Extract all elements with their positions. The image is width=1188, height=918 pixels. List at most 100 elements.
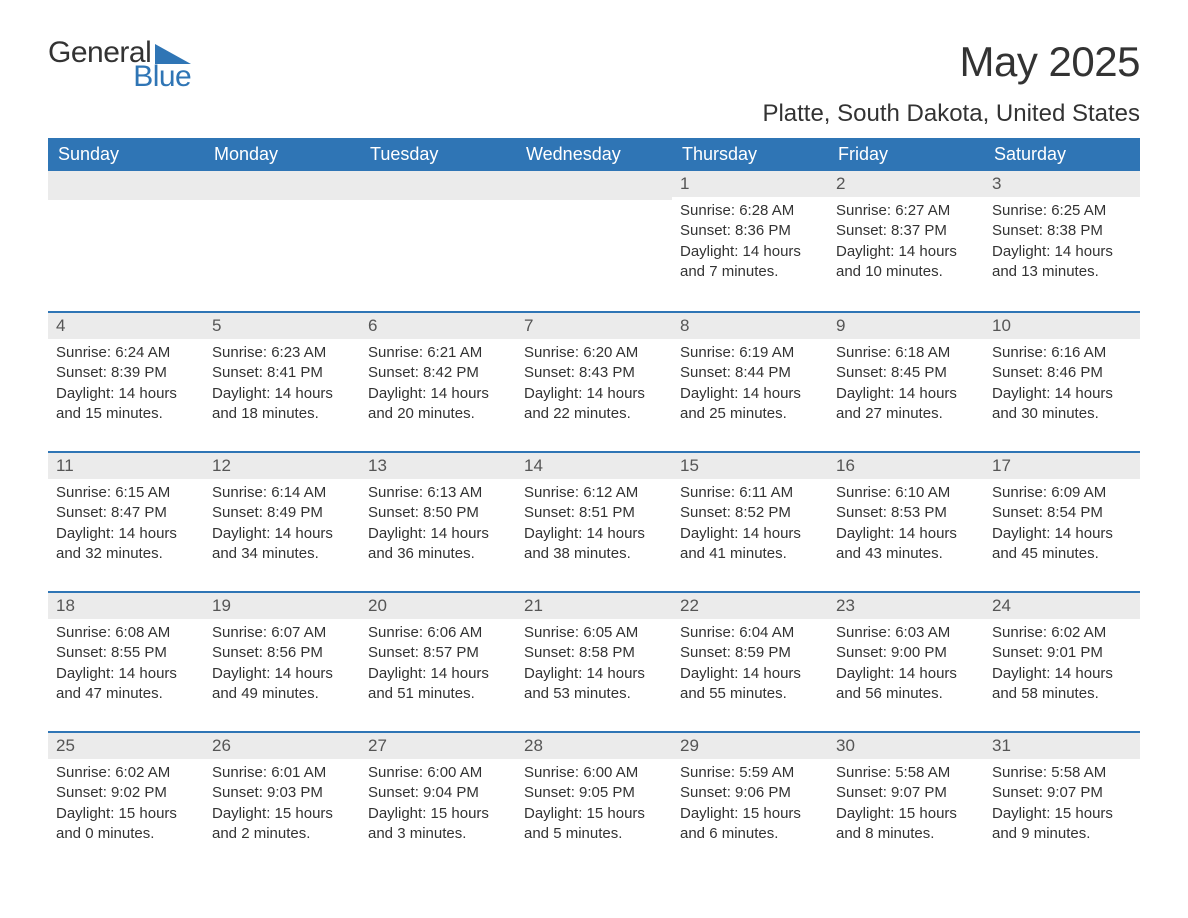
daylight-line: Daylight: 14 hours and 56 minutes. <box>836 664 976 705</box>
sunset-line: Sunset: 8:47 PM <box>56 503 196 523</box>
day-body: Sunrise: 6:02 AMSunset: 9:01 PMDaylight:… <box>984 619 1140 716</box>
day-number: 26 <box>204 733 360 759</box>
daylight-line: Daylight: 14 hours and 38 minutes. <box>524 524 664 565</box>
sunset-line: Sunset: 8:54 PM <box>992 503 1132 523</box>
daylight-line: Daylight: 14 hours and 36 minutes. <box>368 524 508 565</box>
day-body: Sunrise: 6:09 AMSunset: 8:54 PMDaylight:… <box>984 479 1140 576</box>
day-cell: 21 Sunrise: 6:05 AMSunset: 8:58 PMDayligh… <box>516 593 672 731</box>
day-number: 18 <box>48 593 204 619</box>
day-cell <box>360 171 516 311</box>
daylight-line: Daylight: 14 hours and 58 minutes. <box>992 664 1132 705</box>
day-number: 24 <box>984 593 1140 619</box>
sunset-line: Sunset: 8:45 PM <box>836 363 976 383</box>
sunset-line: Sunset: 9:04 PM <box>368 783 508 803</box>
sunrise-line: Sunrise: 6:19 AM <box>680 343 820 363</box>
day-number: 21 <box>516 593 672 619</box>
sunset-line: Sunset: 8:59 PM <box>680 643 820 663</box>
sunrise-line: Sunrise: 6:05 AM <box>524 623 664 643</box>
sunset-line: Sunset: 8:53 PM <box>836 503 976 523</box>
daylight-line: Daylight: 14 hours and 41 minutes. <box>680 524 820 565</box>
day-cell: 13Sunrise: 6:13 AMSunset: 8:50 PMDayligh… <box>360 453 516 591</box>
day-number: 17 <box>984 453 1140 479</box>
sunrise-line: Sunrise: 6:01 AM <box>212 763 352 783</box>
sunset-line: Sunset: 8:42 PM <box>368 363 508 383</box>
day-body: Sunrise: 6:14 AMSunset: 8:49 PMDaylight:… <box>204 479 360 576</box>
sunrise-line: Sunrise: 6:00 AM <box>524 763 664 783</box>
day-number: 20 <box>360 593 516 619</box>
daylight-line: Daylight: 14 hours and 34 minutes. <box>212 524 352 565</box>
day-cell: 6Sunrise: 6:21 AMSunset: 8:42 PMDaylight… <box>360 313 516 451</box>
brand-word-2: Blue <box>106 62 191 92</box>
sunrise-line: Sunrise: 5:58 AM <box>992 763 1132 783</box>
day-body: Sunrise: 6:00 AMSunset: 9:05 PMDaylight:… <box>516 759 672 856</box>
day-body: Sunrise: 6:28 AMSunset: 8:36 PMDaylight:… <box>672 197 828 294</box>
sunrise-line: Sunrise: 6:03 AM <box>836 623 976 643</box>
day-cell <box>204 171 360 311</box>
day-body: Sunrise: 6:16 AMSunset: 8:46 PMDaylight:… <box>984 339 1140 436</box>
day-cell: 22Sunrise: 6:04 AMSunset: 8:59 PMDayligh… <box>672 593 828 731</box>
sunrise-line: Sunrise: 6:21 AM <box>368 343 508 363</box>
daylight-line: Daylight: 14 hours and 15 minutes. <box>56 384 196 425</box>
day-cell: 11Sunrise: 6:15 AMSunset: 8:47 PMDayligh… <box>48 453 204 591</box>
day-cell: 27Sunrise: 6:00 AMSunset: 9:04 PMDayligh… <box>360 733 516 871</box>
sunrise-line: Sunrise: 6:10 AM <box>836 483 976 503</box>
sunrise-line: Sunrise: 6:20 AM <box>524 343 664 363</box>
day-cell <box>48 171 204 311</box>
sunrise-line: Sunrise: 6:27 AM <box>836 201 976 221</box>
day-cell: 14Sunrise: 6:12 AMSunset: 8:51 PMDayligh… <box>516 453 672 591</box>
daylight-line: Daylight: 14 hours and 53 minutes. <box>524 664 664 705</box>
day-cell: 20Sunrise: 6:06 AMSunset: 8:57 PMDayligh… <box>360 593 516 731</box>
title-block: May 2025 Platte, South Dakota, United St… <box>762 38 1140 128</box>
day-body: Sunrise: 6:12 AMSunset: 8:51 PMDaylight:… <box>516 479 672 576</box>
day-body: Sunrise: 6:24 AMSunset: 8:39 PMDaylight:… <box>48 339 204 436</box>
sunrise-line: Sunrise: 6:15 AM <box>56 483 196 503</box>
day-body: Sunrise: 5:58 AMSunset: 9:07 PMDaylight:… <box>984 759 1140 856</box>
sunset-line: Sunset: 8:58 PM <box>524 643 664 663</box>
sunrise-line: Sunrise: 6:00 AM <box>368 763 508 783</box>
calendar: Sunday Monday Tuesday Wednesday Thursday… <box>48 138 1140 871</box>
sunrise-line: Sunrise: 6:18 AM <box>836 343 976 363</box>
sunset-line: Sunset: 8:39 PM <box>56 363 196 383</box>
day-number: 15 <box>672 453 828 479</box>
sunrise-line: Sunrise: 6:28 AM <box>680 201 820 221</box>
empty-day-header <box>360 171 516 200</box>
empty-day-header <box>516 171 672 200</box>
day-number: 28 <box>516 733 672 759</box>
day-body: Sunrise: 6:19 AMSunset: 8:44 PMDaylight:… <box>672 339 828 436</box>
daylight-line: Daylight: 14 hours and 22 minutes. <box>524 384 664 425</box>
sunset-line: Sunset: 9:07 PM <box>836 783 976 803</box>
day-body: Sunrise: 6:20 AMSunset: 8:43 PMDaylight:… <box>516 339 672 436</box>
brand-logo: General Blue <box>48 38 191 92</box>
day-cell: 23Sunrise: 6:03 AMSunset: 9:00 PMDayligh… <box>828 593 984 731</box>
week-row: 25Sunrise: 6:02 AMSunset: 9:02 PMDayligh… <box>48 731 1140 871</box>
week-row: 18Sunrise: 6:08 AMSunset: 8:55 PMDayligh… <box>48 591 1140 731</box>
sunrise-line: Sunrise: 6:23 AM <box>212 343 352 363</box>
sunrise-line: Sunrise: 6:06 AM <box>368 623 508 643</box>
sunset-line: Sunset: 8:44 PM <box>680 363 820 383</box>
daylight-line: Daylight: 15 hours and 9 minutes. <box>992 804 1132 845</box>
sunrise-line: Sunrise: 6:24 AM <box>56 343 196 363</box>
day-cell <box>516 171 672 311</box>
day-number: 8 <box>672 313 828 339</box>
sunrise-line: Sunrise: 6:16 AM <box>992 343 1132 363</box>
sunset-line: Sunset: 8:38 PM <box>992 221 1132 241</box>
daylight-line: Daylight: 15 hours and 3 minutes. <box>368 804 508 845</box>
weekday-header: Saturday <box>984 138 1140 171</box>
sunset-line: Sunset: 9:05 PM <box>524 783 664 803</box>
sunrise-line: Sunrise: 5:58 AM <box>836 763 976 783</box>
month-title: May 2025 <box>762 38 1140 86</box>
day-body: Sunrise: 6:00 AMSunset: 9:04 PMDaylight:… <box>360 759 516 856</box>
sunset-line: Sunset: 8:37 PM <box>836 221 976 241</box>
day-body: Sunrise: 6:02 AMSunset: 9:02 PMDaylight:… <box>48 759 204 856</box>
day-cell: 19Sunrise: 6:07 AMSunset: 8:56 PMDayligh… <box>204 593 360 731</box>
daylight-line: Daylight: 14 hours and 10 minutes. <box>836 242 976 283</box>
day-body: Sunrise: 6:04 AMSunset: 8:59 PMDaylight:… <box>672 619 828 716</box>
day-body: Sunrise: 5:58 AMSunset: 9:07 PMDaylight:… <box>828 759 984 856</box>
sunrise-line: Sunrise: 6:04 AM <box>680 623 820 643</box>
day-body: Sunrise: 6:08 AMSunset: 8:55 PMDaylight:… <box>48 619 204 716</box>
day-number: 7 <box>516 313 672 339</box>
sunset-line: Sunset: 8:55 PM <box>56 643 196 663</box>
day-number: 9 <box>828 313 984 339</box>
day-number: 13 <box>360 453 516 479</box>
weekday-header: Monday <box>204 138 360 171</box>
